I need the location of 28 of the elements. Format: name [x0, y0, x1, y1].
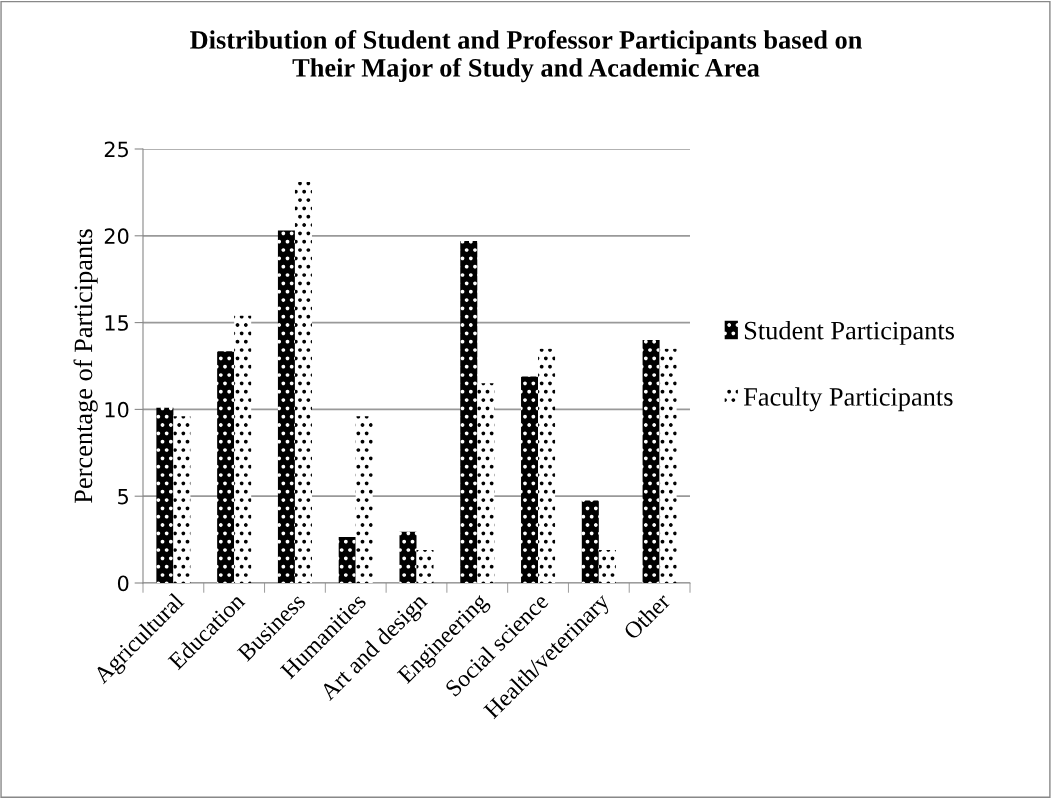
- bar: [355, 416, 373, 583]
- bar: [416, 550, 434, 583]
- bar: [477, 383, 495, 583]
- chart-title: Distribution of Student and Professor Participants based on Their Major of Study and Academic Area: [190, 30, 862, 83]
- bar: [234, 315, 252, 583]
- y-tick-label: 0: [117, 575, 129, 592]
- bar: [399, 531, 417, 583]
- bar: [538, 348, 556, 583]
- bar: [294, 181, 312, 583]
- y-tick-label: 5: [118, 488, 128, 505]
- bar: [581, 500, 599, 583]
- legend-label: Student Participants: [744, 320, 955, 345]
- y-tick-label: 15: [105, 315, 128, 331]
- y-tick-label: 25: [104, 141, 128, 158]
- bar: [521, 376, 539, 583]
- y-tick-label: 10: [105, 401, 129, 418]
- bar: [642, 339, 660, 583]
- bar: [173, 416, 191, 583]
- bar: [156, 407, 174, 583]
- bar: [217, 351, 235, 583]
- bar: [659, 348, 677, 583]
- bar: [338, 537, 356, 583]
- bar: [277, 230, 295, 583]
- bar: [460, 241, 478, 583]
- y-axis-title: Percentage of Participants: [73, 229, 98, 503]
- bar: [598, 550, 616, 583]
- y-tick-label: 20: [104, 228, 129, 245]
- legend-label: Faculty Participants: [743, 387, 953, 412]
